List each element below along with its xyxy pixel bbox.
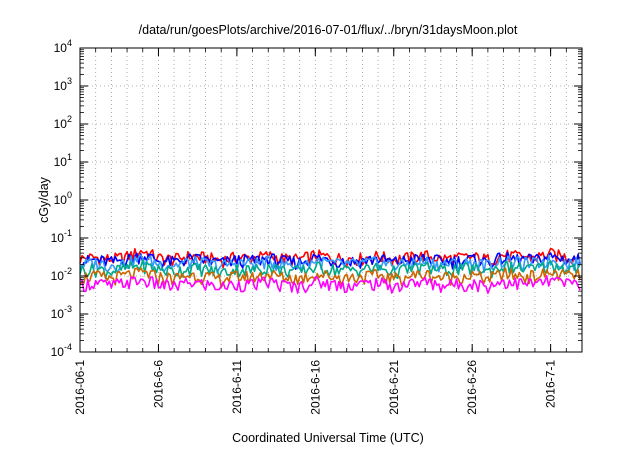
y-axis-label: cGy/day [37, 176, 51, 223]
x-tick-label: 2016-7-1 [544, 360, 558, 408]
y-tick-base: 10 [51, 307, 65, 321]
x-axis-label: Coordinated Universal Time (UTC) [232, 431, 424, 445]
y-tick-exponent: -2 [64, 266, 72, 276]
grid-lines [80, 48, 582, 352]
series-line [79, 267, 581, 289]
y-tick-exponent: 2 [67, 114, 72, 124]
x-tick-label: 2016-6-16 [308, 360, 322, 415]
x-tick-label: 2016-06-1 [73, 360, 87, 415]
x-tick-label: 2016-6-11 [230, 360, 244, 414]
y-tick-base: 10 [54, 79, 68, 93]
x-tick-label: 2016-6-26 [465, 360, 479, 415]
y-tick-label: 10-1 [51, 228, 72, 245]
y-tick-base: 10 [51, 231, 65, 245]
y-tick-base: 10 [54, 117, 68, 131]
y-tick-label: 104 [54, 38, 72, 55]
y-tick-exponent: 1 [67, 152, 72, 162]
y-tick-exponent: 0 [67, 190, 72, 200]
y-tick-label: 103 [54, 76, 72, 93]
y-tick-label: 100 [54, 190, 72, 207]
series-line [79, 274, 581, 295]
y-tick-label: 10-3 [51, 304, 72, 321]
y-tick-base: 10 [54, 41, 68, 55]
x-tick-label: 2016-6-6 [151, 360, 165, 408]
y-tick-exponent: 4 [67, 38, 72, 48]
y-tick-base: 10 [54, 155, 68, 169]
y-tick-exponent: -4 [64, 342, 72, 352]
y-tick-base: 10 [51, 345, 65, 359]
y-tick-base: 10 [51, 269, 65, 283]
chart-title: /data/run/goesPlots/archive/2016-07-01/f… [139, 23, 518, 37]
y-tick-exponent: -3 [64, 304, 72, 314]
y-tick-label: 10-4 [51, 342, 72, 359]
series-line [79, 258, 581, 280]
y-tick-label: 10-2 [51, 266, 72, 283]
y-tick-base: 10 [54, 193, 68, 207]
series-line [79, 251, 581, 271]
x-axis-ticks: 2016-06-1 2016-6-6 2016-6-11 2016-6-16 2016-… [73, 48, 567, 415]
y-tick-label: 102 [54, 114, 72, 131]
y-tick-exponent: 3 [67, 76, 72, 86]
x-tick-label: 2016-6-21 [387, 360, 401, 415]
y-tick-exponent: -1 [64, 228, 72, 238]
series-line [79, 247, 581, 269]
y-tick-label: 101 [54, 152, 72, 169]
series-lines [79, 247, 581, 295]
